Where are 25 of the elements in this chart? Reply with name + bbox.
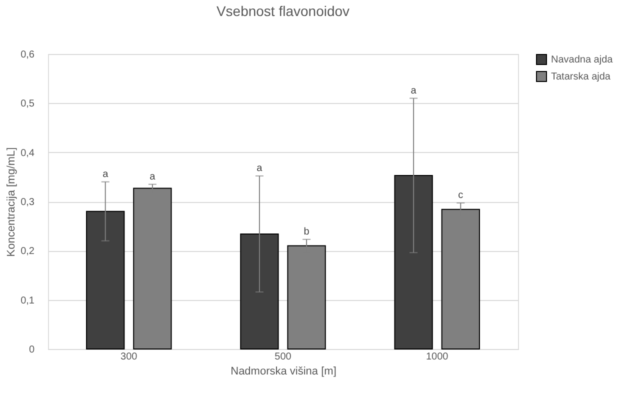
legend-label: Navadna ajda bbox=[551, 54, 614, 66]
annotation: c bbox=[458, 190, 464, 201]
y-tick-label: 0,6 bbox=[20, 50, 35, 60]
bar bbox=[394, 174, 433, 350]
y-tick-label: 0,5 bbox=[20, 98, 35, 110]
bar bbox=[86, 210, 125, 350]
y-tick-label: 0 bbox=[28, 344, 35, 356]
x-tick-label: 300 bbox=[120, 352, 138, 362]
x-axis-title: Nadmorska višina [m] bbox=[230, 366, 336, 378]
bar bbox=[240, 233, 279, 350]
y-tick-label: 0,1 bbox=[20, 295, 35, 306]
y-tick-label: 0,4 bbox=[20, 148, 35, 159]
annotation: a bbox=[256, 162, 263, 174]
annotation: a bbox=[150, 171, 156, 182]
y-tick-label: 0,3 bbox=[20, 197, 35, 208]
x-tick-label: 500 bbox=[274, 352, 292, 362]
annotation: a bbox=[102, 168, 109, 180]
x-tick-label: 1000 bbox=[426, 352, 449, 362]
annotation: b bbox=[304, 226, 310, 238]
y-tick-label: 0,2 bbox=[20, 246, 35, 258]
legend-label: Tatarska ajda bbox=[551, 72, 611, 82]
annotation: a bbox=[410, 85, 417, 96]
chart-title: Vsebnost flavonoidov bbox=[216, 3, 350, 19]
y-axis-title: Koncentracija [mg/mL] bbox=[6, 147, 18, 257]
bar bbox=[133, 188, 172, 350]
